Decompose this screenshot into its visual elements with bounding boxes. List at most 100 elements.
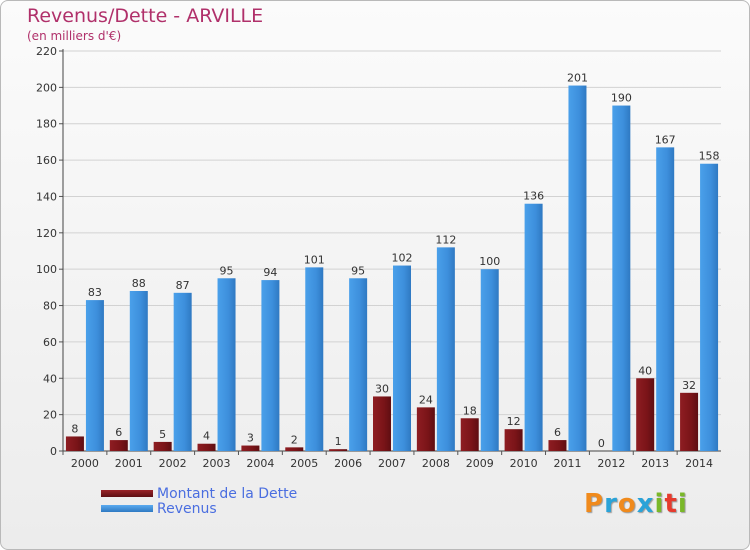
data-label-revenus-2011: 201 [567, 72, 588, 85]
x-tick-label: 2005 [290, 457, 318, 470]
data-label-dette-2014: 32 [682, 379, 696, 392]
data-label-dette-2007: 30 [375, 382, 389, 395]
bar-revenus-2006 [349, 278, 368, 451]
bar-dette-2007 [373, 396, 391, 451]
legend-label-dette: Montant de la Dette [157, 486, 298, 502]
x-tick-label: 2012 [597, 457, 625, 470]
data-label-dette-2000: 8 [71, 422, 78, 435]
x-tick-label: 2000 [71, 457, 99, 470]
bar-dette-2014 [680, 392, 699, 451]
data-label-dette-2010: 12 [507, 415, 521, 428]
proxiti-logo: Proxiti [584, 489, 688, 519]
bar-dette-2013 [636, 378, 655, 451]
x-tick-label: 2007 [378, 457, 406, 470]
bar-dette-2010 [504, 429, 523, 451]
data-label-dette-2005: 2 [291, 433, 298, 446]
bar-revenus-2009 [480, 269, 499, 451]
y-tick-label: 0 [50, 445, 57, 458]
y-tick-label: 120 [36, 227, 57, 240]
bar-revenus-2007 [393, 265, 411, 451]
data-label-revenus-2005: 101 [304, 253, 325, 266]
data-label-revenus-2004: 94 [263, 266, 277, 279]
chart-title: Revenus/Dette - ARVILLE [27, 5, 264, 27]
bar-revenus-2000 [85, 300, 104, 451]
y-tick-label: 20 [43, 409, 57, 422]
bar-revenus-2001 [129, 291, 148, 451]
data-label-dette-2004: 3 [247, 432, 254, 445]
bar-dette-2006 [329, 449, 348, 451]
bar-revenus-2011 [568, 85, 587, 451]
x-tick-label: 2001 [115, 457, 143, 470]
x-tick-label: 2013 [641, 457, 669, 470]
data-label-dette-2001: 6 [115, 426, 122, 439]
grid-layer [63, 50, 721, 452]
y-tick-label: 100 [36, 263, 57, 276]
x-tick-label: 2006 [334, 457, 362, 470]
bar-dette-2000 [65, 436, 84, 451]
y-tick-label: 140 [36, 190, 57, 203]
data-label-revenus-2002: 87 [176, 279, 190, 292]
x-tick-label: 2014 [685, 457, 713, 470]
data-label-revenus-2010: 136 [523, 190, 544, 203]
x-tick-label: 2009 [466, 457, 494, 470]
bar-revenus-2003 [217, 278, 236, 451]
x-tick-label: 2011 [553, 457, 581, 470]
data-label-dette-2011: 6 [554, 426, 561, 439]
data-label-revenus-2012: 190 [611, 92, 632, 105]
bar-revenus-2002 [173, 292, 192, 451]
logo-letter: o [617, 489, 637, 519]
data-label-revenus-2008: 112 [435, 233, 456, 246]
bar-dette-2005 [285, 447, 304, 451]
bar-revenus-2005 [305, 267, 324, 451]
data-label-revenus-2013: 167 [655, 133, 676, 146]
legend-label-revenus: Revenus [157, 501, 217, 517]
y-tick-label: 60 [43, 336, 57, 349]
logo-letter: i [654, 489, 665, 519]
legend-swatch-revenus [101, 505, 153, 512]
logo-letter: r [604, 489, 618, 519]
logo-letter: t [664, 489, 678, 519]
data-label-revenus-2001: 88 [132, 277, 146, 290]
data-label-dette-2013: 40 [638, 364, 652, 377]
data-label-dette-2012: 0 [598, 437, 605, 450]
data-label-revenus-2006: 95 [351, 264, 365, 277]
y-tick-label: 220 [36, 45, 57, 58]
label-layer: 8 83 6 88 5 87 4 95 3 94 2 101 1 95 30 102 24 112 18 100 12 1… [71, 72, 719, 450]
logo-letter: i [677, 489, 688, 519]
data-label-revenus-2003: 95 [220, 264, 234, 277]
bar-dette-2008 [416, 407, 435, 451]
bar-dette-2011 [548, 440, 567, 451]
bar-revenus-2010 [524, 203, 543, 451]
y-tick-label: 40 [43, 372, 57, 385]
logo-letter: x [636, 489, 655, 519]
x-tick-label: 2003 [203, 457, 231, 470]
logo-letter: P [584, 489, 605, 519]
data-label-revenus-2007: 102 [392, 252, 413, 265]
y-tick-label: 180 [36, 118, 57, 131]
bar-revenus-2014 [700, 163, 719, 451]
bar-dette-2009 [460, 418, 479, 451]
legend-swatch-dette [101, 490, 153, 497]
data-label-dette-2006: 1 [335, 435, 342, 448]
bar-revenus-2013 [656, 147, 675, 451]
x-tick-label: 2008 [422, 457, 450, 470]
bar-dette-2003 [197, 443, 216, 451]
bar-layer [65, 85, 719, 451]
x-tick-label: 2004 [246, 457, 274, 470]
data-label-revenus-2009: 100 [479, 255, 500, 268]
y-tick-label: 80 [43, 300, 57, 313]
bar-dette-2002 [153, 441, 172, 451]
data-label-revenus-2014: 158 [699, 150, 720, 163]
chart-subtitle: (en milliers d'€) [27, 29, 122, 43]
bar-revenus-2012 [612, 105, 631, 451]
data-label-dette-2009: 18 [463, 404, 477, 417]
data-label-dette-2003: 4 [203, 430, 210, 443]
x-tick-label: 2010 [510, 457, 538, 470]
x-tick-label: 2002 [159, 457, 187, 470]
data-label-dette-2008: 24 [419, 393, 433, 406]
data-label-revenus-2000: 83 [88, 286, 102, 299]
y-tick-label: 160 [36, 154, 57, 167]
